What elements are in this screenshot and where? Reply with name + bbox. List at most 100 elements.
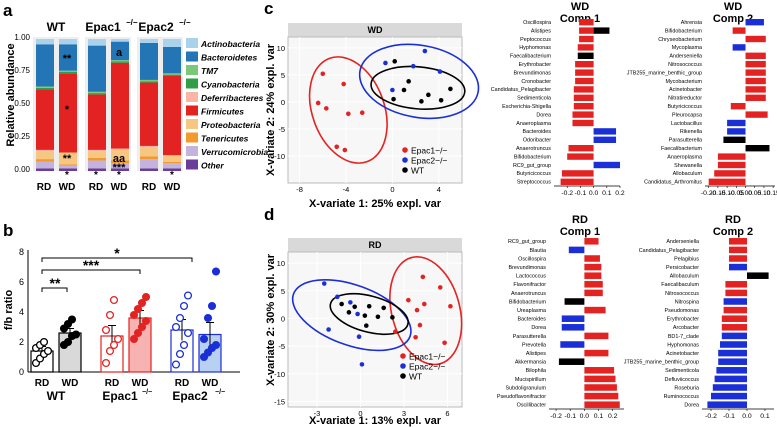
a-legend-label: TM7 [201,66,219,76]
d-plot-header [288,238,462,252]
a-star: * [117,170,121,181]
c-comp2-bar [717,161,746,169]
d-point-epac2 [359,362,365,367]
c-xtick: -4 [343,185,350,194]
d-point-epac2 [348,300,353,305]
b-point [63,337,73,347]
d-ytick: 5 [281,287,285,296]
a-bar-segment [140,42,158,80]
d-comp2-bar [714,375,747,383]
b-point [109,295,119,305]
c-comp2-xtick: 0.10 [757,190,770,197]
d-comp1-label: Dorea [531,325,546,331]
d-ytick: 0 [281,314,285,323]
c-comp1-label: Cronobacter [521,79,551,85]
c-comp1-bar [568,145,594,152]
d-plot-title: RD [369,240,382,250]
a-bar-segment [36,151,54,160]
c-points [315,48,453,153]
c-point-epac1 [323,106,329,111]
c-comp2-label: Mycoplasma [672,45,702,51]
d-comp2-xtick: -0.2 [705,413,717,420]
c-comp1-loadings: -0.2 -0.1 0.0 0.1 0.2 Oscillospira Alistipes Pe… [491,19,625,197]
b-point [141,316,151,326]
a-bar-segment [140,39,158,43]
c-ytick: 10 [277,44,285,53]
a-group-label-epac1: Epac1 [85,20,121,34]
c-axes: -8 -4 0 4 10 5 0 -5 -10 [274,44,441,194]
d-comp1-label: Subdoligranulum [506,385,547,391]
d-comp2-bar [747,272,769,279]
d-comp1-label: Flavonifractor [513,282,546,288]
d-point-wt [364,323,369,328]
b-bracket [41,269,141,274]
d-comp2-label: BD1-7_clade [668,334,699,340]
a-legend-label: Actinobacteria [200,39,260,49]
d-comp2-bar [729,246,747,254]
panel-a-yaxis: 1.00 0.75 0.50 0.25 0.00 [14,33,30,174]
b-sig-brackets [41,257,193,292]
c-comp2-xtick: -0.15 [710,190,726,197]
a-star: *** [113,162,127,174]
d-legend-dot [400,373,406,379]
d-comp1-xtick: 0.0 [580,413,590,420]
c-comp2-bar [708,178,746,185]
d-comp1-label: Oscillospira [518,256,546,262]
c-comp1-label: Oscillospira [523,20,551,26]
panel-a-stacked-bars [36,39,181,171]
b-ytick: 8 [19,247,24,257]
d-legend-label: Epac1−/− [409,352,445,362]
d-comp2-bar [721,324,747,331]
a-bar-segment [36,149,54,152]
b-point [43,346,53,356]
c-comp2-xtick: -0.05 [729,190,745,197]
c-ellipse [308,56,388,164]
panel-b-yaxis: 0 2 4 6 8 [19,247,24,377]
c-comp1-bar [577,44,594,51]
c-comp1-bar [572,119,594,127]
panel-b-bars [30,267,222,373]
c-comp1-label: Dorea [536,112,551,118]
a-bar-segment [88,39,106,46]
a-bar-segment [36,86,54,88]
c-point-epac1 [346,111,351,117]
a-ytick: 0.25 [14,132,30,141]
d-comp1-bar [584,384,617,391]
d-xtick: 3 [402,409,406,418]
d-comp1-label: Bilophila [526,368,546,374]
c-comp2-xtick: -0.20 [701,190,717,197]
a-bar-segment [59,152,77,165]
d-comp1-label: Parasutterella [513,334,546,340]
d-comp2-bar [729,255,747,262]
a-bar-segment [140,156,158,160]
a-ytick: 0.50 [14,99,30,108]
c-comp2-bar [714,170,746,177]
c-ytick: 5 [281,71,285,80]
a-bar-segment [163,46,181,74]
c-comp2-xtick: 0.00 [739,190,752,197]
c-comp2-label: Chryseobacterium [658,37,702,43]
a-bar-segment [88,157,106,161]
d-comp1-label: Oscillibacter [517,403,547,409]
a-bar-segment [163,75,181,156]
c-plot-header [288,23,462,37]
d-axes: -3 0 3 6 10 5 0 -5 -10 -15 [274,259,449,418]
d-comp2-label: Allobaculum [670,274,700,280]
a-bar-segment [36,159,54,162]
d-xtick: -3 [314,409,321,418]
d-point-epac1 [442,340,447,346]
d-comp1-bar [561,315,585,322]
c-comp1-xtick: 0.0 [589,190,599,197]
a-bar-segment [111,39,129,42]
c-comp1-bar [593,27,610,34]
a-bar-segment [88,168,106,171]
d-comp2-label: Anderseniella [666,239,699,245]
a-bar-segment [140,168,158,171]
d-comp1-label: Brevundimonas [509,265,547,271]
c-comp2-label: Ahrensia [681,20,702,26]
d-comp1-bar [584,255,600,262]
b-point [199,334,209,344]
d-comp2-label: Faecalibaculum [661,282,699,288]
d-comp2-bar [716,367,747,374]
d-point-epac1 [417,322,423,328]
